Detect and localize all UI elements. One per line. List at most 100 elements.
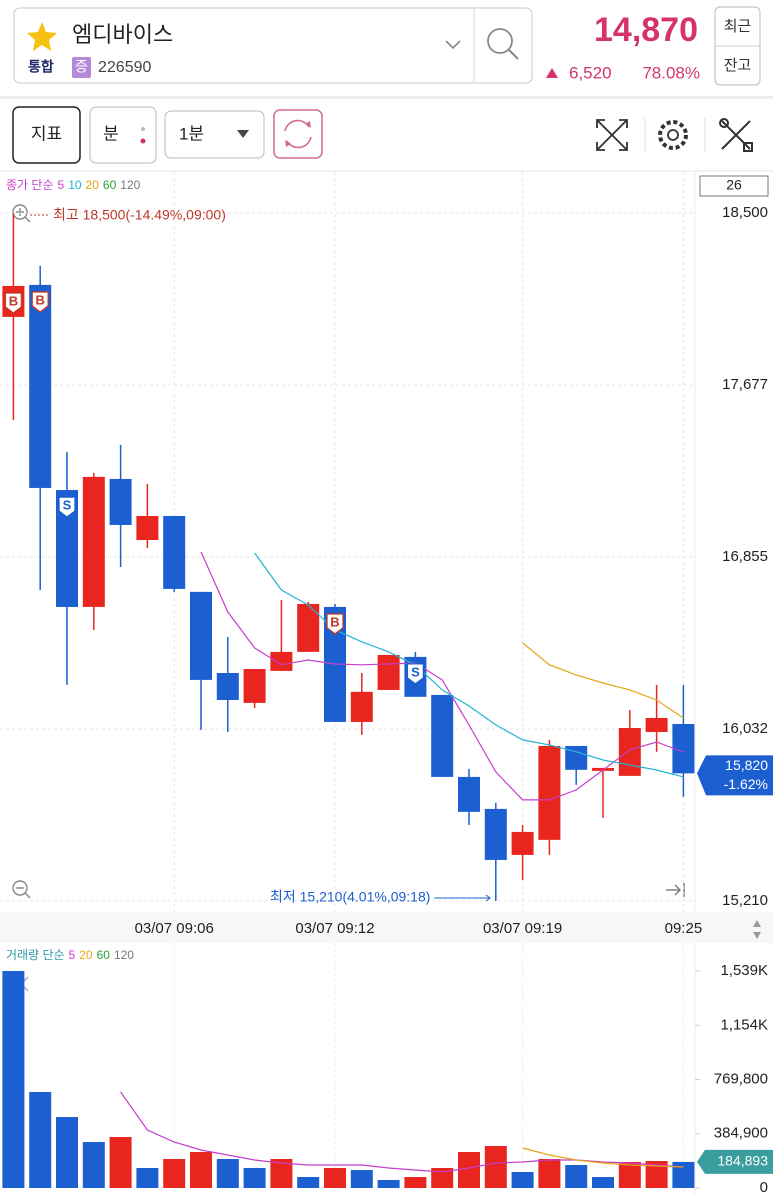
legend-item: 20 — [86, 178, 100, 192]
y-tick-label: 17,677 — [722, 376, 768, 393]
x-tick-label: 09:25 — [665, 920, 703, 937]
favorite-star[interactable] — [27, 22, 57, 51]
candle-body — [109, 478, 132, 525]
balance-button[interactable]: 잔고 — [724, 57, 752, 74]
y-tick-label: 0 — [760, 1179, 768, 1195]
y-tick-label: 15,210 — [722, 892, 768, 909]
candle-body — [56, 490, 78, 607]
up-arrow — [546, 68, 558, 78]
moving-average-line — [200, 551, 684, 801]
stock-code: 226590 — [98, 59, 151, 76]
scroll-down[interactable] — [753, 932, 761, 939]
legend-item: 10 — [68, 178, 82, 192]
candle-body — [136, 515, 159, 541]
search-icon[interactable] — [487, 28, 513, 54]
volume-bar — [190, 1152, 212, 1189]
stock-name: 엠디바이스 — [72, 22, 173, 47]
volume-bar — [109, 1137, 132, 1189]
fullscreen-icon[interactable] — [596, 119, 628, 151]
last-volume-box — [697, 1149, 773, 1174]
candle-body — [511, 831, 534, 855]
volume-bar — [458, 1152, 480, 1189]
recent-button[interactable]: 최근 — [724, 18, 752, 35]
volume-bar — [377, 1180, 400, 1189]
candle-body — [297, 603, 320, 652]
volume-bar — [82, 1142, 105, 1189]
y-tick-label: 769,800 — [714, 1070, 768, 1087]
signal-label: B — [36, 292, 45, 307]
volume-bar — [2, 971, 25, 1189]
y-tick-label: 16,855 — [722, 548, 768, 565]
candle-body — [618, 727, 641, 776]
signal-marker — [31, 291, 49, 313]
signal-marker — [326, 613, 344, 635]
volume-bar — [56, 1117, 78, 1189]
time-axis-band — [0, 912, 773, 943]
candle-body — [431, 694, 454, 777]
volume-bar — [645, 1161, 668, 1189]
candle-body — [270, 651, 293, 671]
volume-bar — [297, 1177, 320, 1189]
candle-body — [538, 745, 561, 840]
unit-button[interactable] — [89, 106, 157, 164]
y-tick-label: 384,900 — [714, 1125, 768, 1142]
refresh-button[interactable] — [273, 109, 323, 159]
volume-bar — [565, 1165, 588, 1189]
candle-body — [243, 669, 266, 703]
volume-bar — [163, 1159, 186, 1189]
legend-label: 종가 단순 — [6, 178, 54, 192]
high-annotation: 최고 18,500(-14.49%,09:00) — [53, 207, 226, 223]
dropdown-chevron[interactable] — [445, 40, 461, 50]
signal-marker — [58, 496, 76, 518]
legend-item: 60 — [97, 948, 111, 962]
y-tick-label: 1,539K — [720, 962, 768, 979]
current-price: 14,870 — [594, 11, 698, 49]
interval-select[interactable] — [164, 110, 265, 159]
moving-average-line — [522, 642, 684, 719]
y-tick-label: 18,500 — [722, 204, 768, 221]
signal-label: S — [411, 664, 420, 679]
x-tick-label: 03/07 09:06 — [135, 920, 214, 937]
tools-icon[interactable] — [719, 118, 753, 152]
candle-body — [565, 745, 588, 770]
dot — [140, 138, 146, 144]
volume-bar — [350, 1170, 373, 1189]
signal-marker — [406, 663, 425, 685]
volume-bar — [484, 1146, 507, 1189]
scroll-up[interactable] — [753, 920, 761, 927]
candle-body — [29, 284, 52, 488]
zoom-out-icon[interactable] — [12, 880, 31, 899]
moving-average-line — [522, 1147, 684, 1168]
low-leader-arrow — [485, 894, 491, 902]
volume-bar — [270, 1159, 293, 1189]
unit-label: 분 — [103, 124, 119, 143]
volume-bar — [592, 1177, 614, 1189]
legend-item: 5 — [58, 178, 65, 192]
badge: 증 — [75, 59, 88, 75]
last-price-label: 15,820 — [725, 757, 768, 773]
volume-bar — [404, 1177, 427, 1189]
volume-bar — [431, 1168, 454, 1189]
search-box[interactable] — [13, 7, 533, 84]
badge-bg — [72, 57, 91, 78]
zoom-in-icon[interactable] — [12, 204, 31, 223]
legend-item: 5 — [69, 948, 76, 962]
indicator-label: 지표 — [31, 124, 62, 143]
search-icon-handle — [508, 49, 519, 60]
price-change: 6,520 — [569, 63, 612, 82]
signal-label: B — [330, 614, 339, 629]
candle-body — [645, 717, 668, 732]
y-tick-label: 16,032 — [722, 720, 768, 737]
signal-marker — [4, 292, 23, 314]
settings-icon-center — [667, 129, 679, 141]
candle-body — [163, 515, 186, 589]
indicator-button[interactable] — [12, 106, 81, 164]
volume-bar — [324, 1168, 346, 1189]
x-tick-label: 03/07 09:12 — [295, 920, 374, 937]
signal-label: B — [9, 293, 18, 308]
go-latest-icon[interactable] — [666, 883, 685, 897]
last-volume-label: 184,893 — [717, 1153, 768, 1169]
settings-icon[interactable] — [658, 120, 688, 150]
market-label: 통합 — [28, 59, 54, 75]
